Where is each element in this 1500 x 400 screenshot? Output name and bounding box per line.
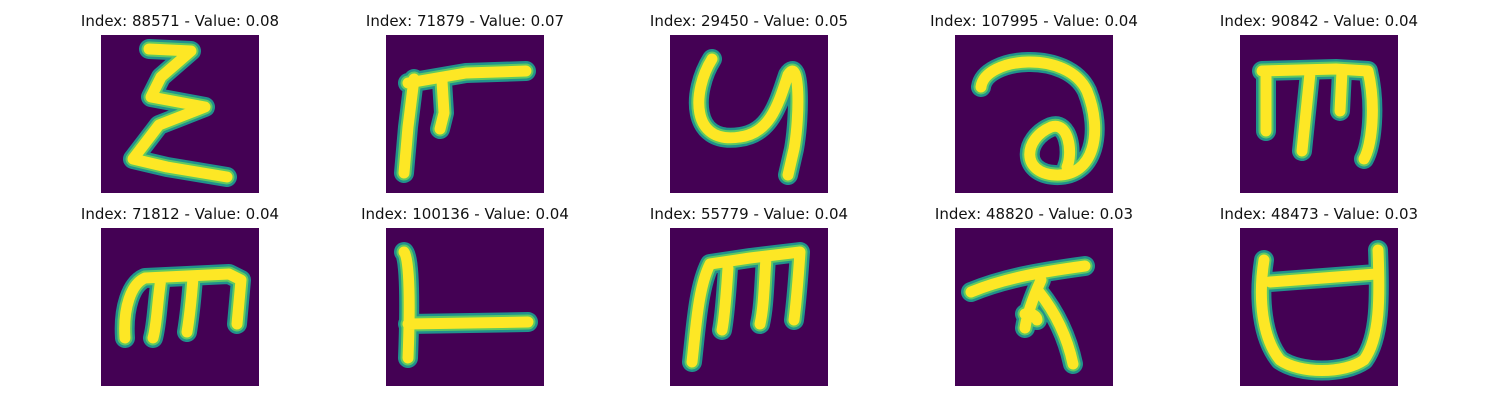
glyph-image <box>670 35 828 193</box>
panel-title: Index: 100136 - Value: 0.04 <box>361 205 569 223</box>
glyph-image <box>1240 35 1398 193</box>
panel-title: Index: 48473 - Value: 0.03 <box>1219 205 1419 223</box>
glyph-image <box>1240 228 1398 386</box>
tall-m-icon <box>682 242 810 372</box>
arch-m-icon <box>114 264 251 348</box>
reverse-l-icon <box>394 242 538 368</box>
glyph-image <box>101 228 259 386</box>
panel-9: Index: 48820 - Value: 0.03 <box>914 204 1154 394</box>
curl-y-icon <box>688 49 808 185</box>
pi-hook-icon <box>394 61 536 183</box>
panel-6: Index: 71812 - Value: 0.04 <box>60 204 300 394</box>
panel-3: Index: 29450 - Value: 0.05 <box>629 11 869 201</box>
glyph-image <box>101 35 259 193</box>
glyph-image <box>955 35 1113 193</box>
panel-title: Index: 107995 - Value: 0.04 <box>930 12 1138 30</box>
panel-title: Index: 71879 - Value: 0.07 <box>365 12 565 30</box>
bar-m-icon <box>1252 59 1383 169</box>
glyph-image <box>386 228 544 386</box>
panel-title: Index: 88571 - Value: 0.08 <box>80 12 280 30</box>
panel-8: Index: 55779 - Value: 0.04 <box>629 204 869 394</box>
cup-icon <box>1251 240 1389 381</box>
panel-1: Index: 88571 - Value: 0.08 <box>60 11 300 201</box>
panel-10: Index: 48473 - Value: 0.03 <box>1199 204 1439 394</box>
panel-title: Index: 29450 - Value: 0.05 <box>649 12 849 30</box>
panel-title: Index: 71812 - Value: 0.04 <box>80 205 280 223</box>
glyph-image <box>955 228 1113 386</box>
sigma-icon <box>123 39 237 187</box>
panel-title: Index: 90842 - Value: 0.04 <box>1219 12 1419 30</box>
panel-title: Index: 55779 - Value: 0.04 <box>649 205 849 223</box>
tau-legs-icon <box>961 256 1095 374</box>
glyph-image <box>386 35 544 193</box>
panel-2: Index: 71879 - Value: 0.07 <box>345 11 585 201</box>
glyph-image <box>670 228 828 386</box>
panel-4: Index: 107995 - Value: 0.04 <box>914 11 1154 201</box>
panel-7: Index: 100136 - Value: 0.04 <box>345 204 585 394</box>
panel-title: Index: 48820 - Value: 0.03 <box>934 205 1134 223</box>
panel-5: Index: 90842 - Value: 0.04 <box>1199 11 1439 201</box>
loop-a-icon <box>971 52 1105 185</box>
